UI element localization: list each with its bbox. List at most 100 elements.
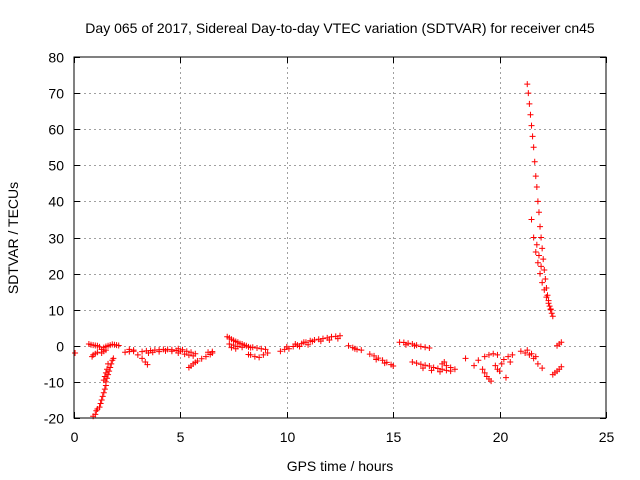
data-point [481,353,488,360]
data-point [542,276,549,283]
data-point [245,351,252,358]
x-tick-label: 15 [386,429,402,445]
data-point [122,349,129,356]
data-point [102,347,109,354]
data-point [540,256,547,263]
y-tick-label: 70 [48,86,64,102]
data-point [488,378,495,385]
data-point [505,353,512,360]
data-point [537,223,544,230]
y-tick-label: 10 [48,303,64,319]
data-point [168,348,175,355]
data-point [381,360,388,367]
data-point [538,263,545,270]
x-tick-label: 25 [599,429,615,445]
data-point [226,340,233,347]
data-point [530,234,537,241]
data-point [539,245,546,252]
data-point [492,362,499,369]
data-point [500,356,507,363]
data-point [541,286,548,293]
data-point [538,234,545,241]
data-point [533,183,540,190]
data-point [517,348,524,355]
data-point [471,362,478,369]
data-point [390,363,397,370]
data-point [437,368,444,375]
x-axis-label: GPS time / hours [287,458,394,474]
data-point [417,343,424,350]
data-point [110,355,117,362]
data-point [260,351,267,358]
data-point [205,349,212,356]
grid-lines [74,57,606,418]
data-point [528,122,535,129]
data-point [102,369,109,376]
chart-title: Day 065 of 2017, Sidereal Day-to-day VTE… [85,20,595,36]
data-point [531,158,538,165]
data-point [530,144,537,151]
data-point [300,339,307,346]
data-point [134,351,141,358]
data-point [144,361,151,368]
data-point [481,369,488,376]
data-point [251,353,258,360]
y-tick-label: -20 [44,411,64,427]
data-point [539,365,546,372]
data-point [528,350,535,357]
y-tick-label: 60 [48,122,64,138]
data-point [232,345,239,352]
data-point [99,393,106,400]
data-point [373,356,380,363]
data-point [283,343,290,350]
data-point [139,355,146,362]
data-point [485,351,492,358]
data-point [549,313,556,320]
data-point [277,348,284,355]
data-point [258,345,265,352]
tick-labels: 0 5 10 15 20 25 -20 -10 0 10 20 30 40 50 60 70 80 [44,50,615,446]
data-point [228,344,235,351]
data-point [496,368,503,375]
data-point [527,111,534,118]
data-point [202,353,209,360]
data-point [190,352,197,359]
data-point [334,335,341,342]
data-point [525,90,532,97]
data-point [524,347,531,354]
data-point [498,360,505,367]
x-tick-label: 10 [280,429,296,445]
data-point [198,355,205,362]
data-point [447,364,454,371]
data-point [537,270,544,277]
data-point [100,377,107,384]
data-point [351,345,358,352]
data-point [239,344,246,351]
data-point [96,404,103,411]
data-point [528,216,535,223]
data-point [185,352,192,359]
data-point [524,81,531,88]
data-point [543,294,550,301]
data-point [358,347,365,354]
data-point [422,344,429,351]
data-point [547,305,554,312]
data-point [209,348,216,355]
x-tick-label: 0 [71,429,79,445]
data-point [366,351,373,358]
data-point [145,350,152,357]
data-point [532,353,539,360]
data-point [326,337,333,344]
data-point [100,389,107,396]
data-point [292,340,299,347]
data-point [156,348,163,355]
data-point [532,248,539,255]
data-point [443,362,450,369]
data-point [103,366,110,373]
y-tick-label: 80 [48,50,64,66]
data-point [490,350,497,357]
data-point [494,351,501,358]
data-point [94,349,101,356]
data-point [411,342,418,349]
